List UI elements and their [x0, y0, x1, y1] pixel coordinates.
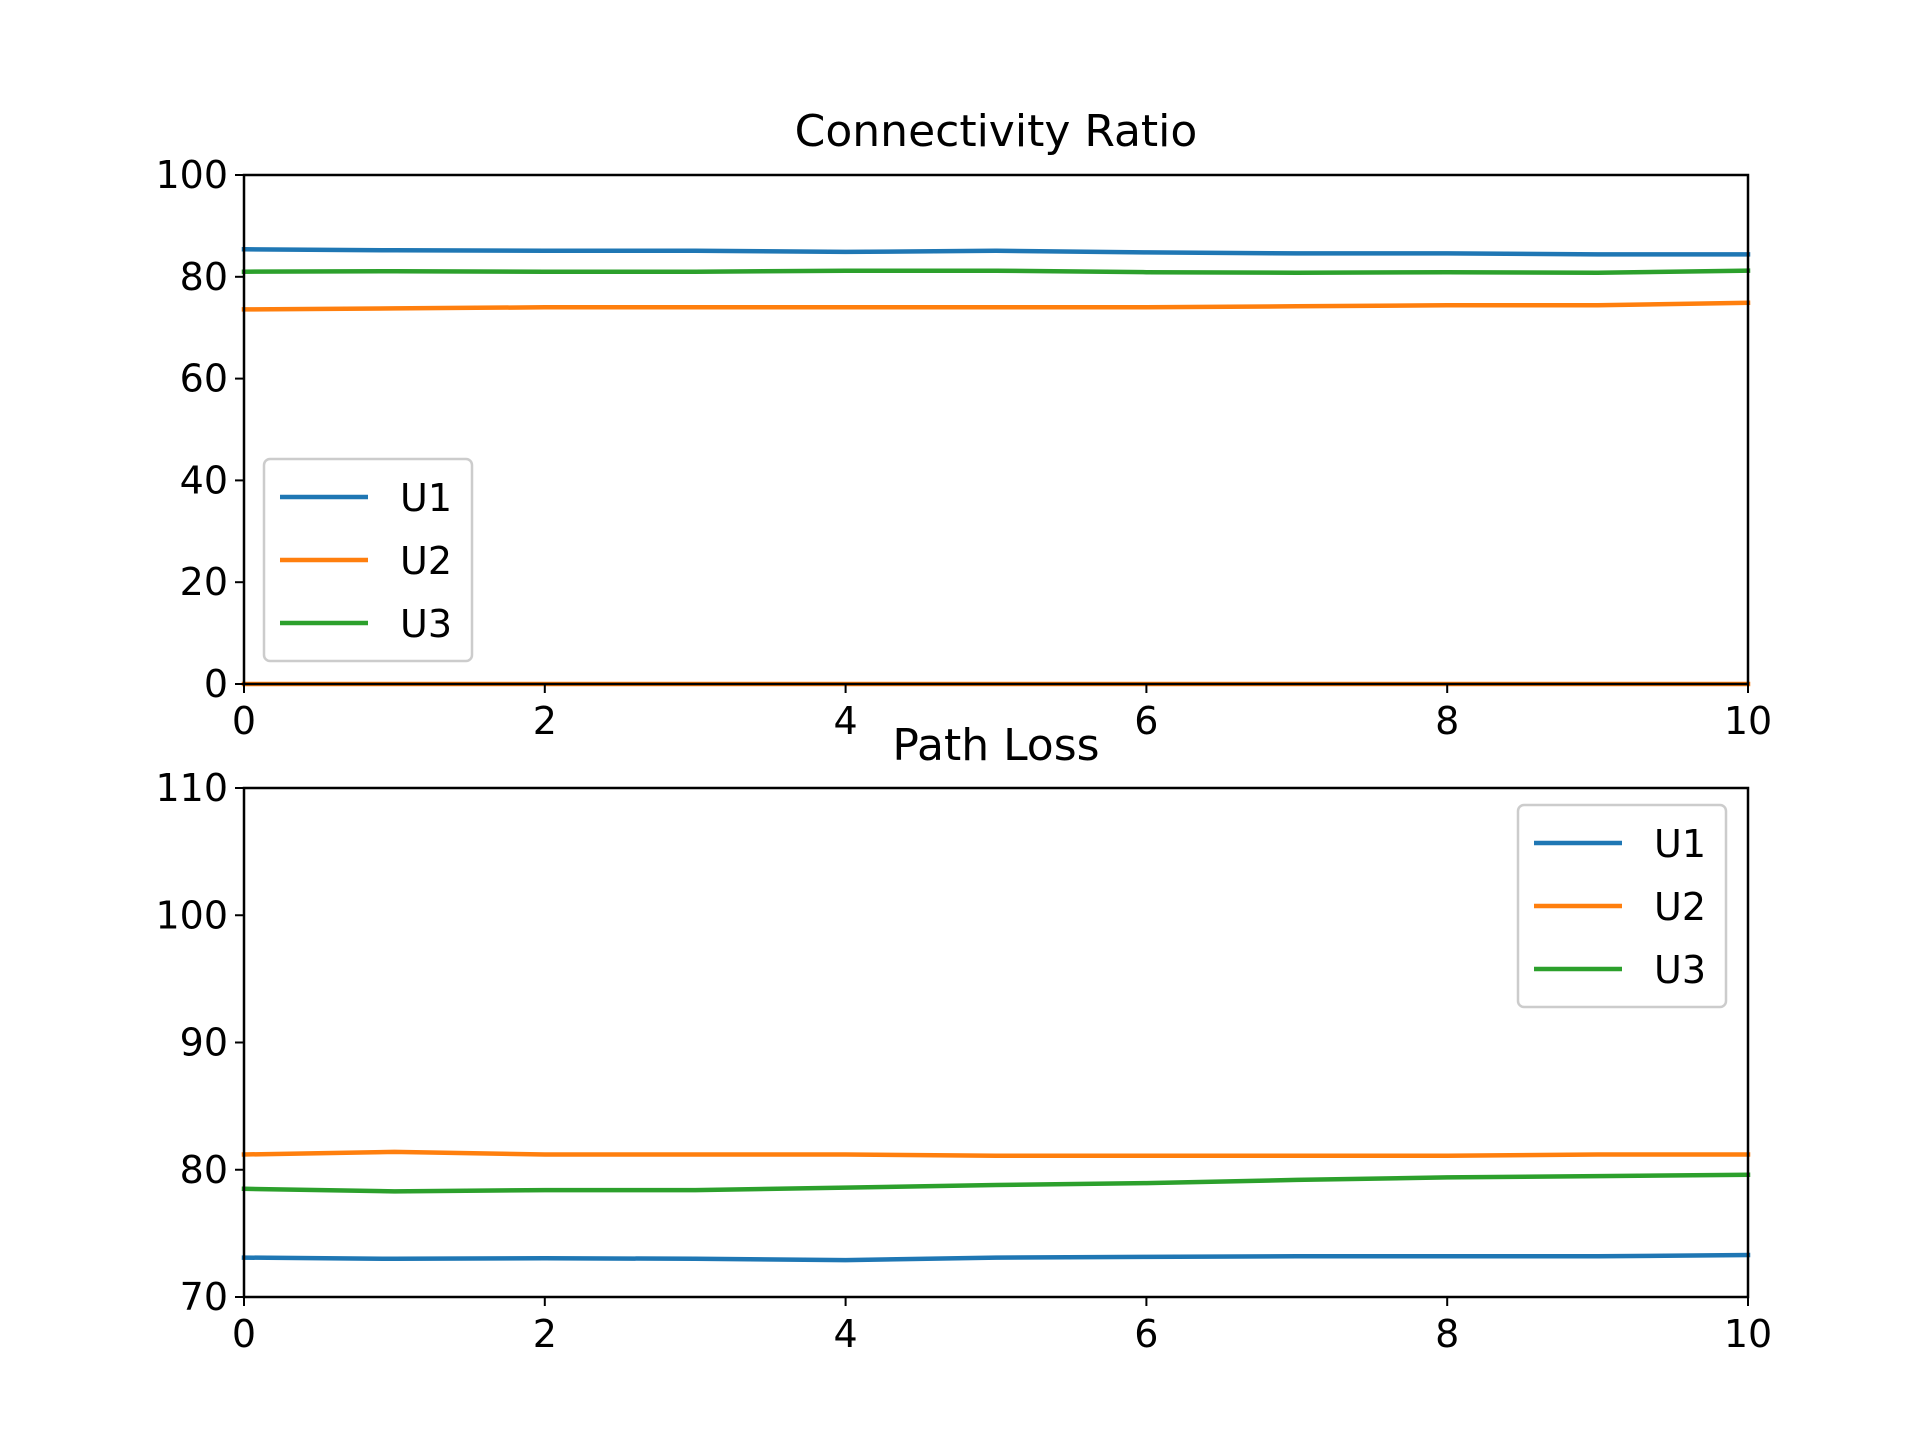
x-tick-label: 6	[1134, 1312, 1158, 1356]
x-tick-label: 8	[1435, 699, 1459, 743]
x-axis-ticks: 0 2 4 6 8 10	[232, 684, 1772, 743]
x-tick-label: 10	[1724, 699, 1772, 743]
x-tick-label: 10	[1724, 1312, 1772, 1356]
x-tick-label: 2	[533, 699, 557, 743]
x-tick-label: 0	[232, 1312, 256, 1356]
path-loss-chart: Path Loss 0 2 4 6 8 10 70 80 90 100 110 U1 U2 U3	[155, 720, 1772, 1356]
x-tick-label: 2	[533, 1312, 557, 1356]
connectivity-ratio-chart: Connectivity Ratio 0 2 4 6 8 10 020406080100 …	[155, 106, 1772, 743]
legend-label: U1	[400, 476, 452, 520]
chart-title: Connectivity Ratio	[795, 106, 1198, 157]
x-axis-ticks: 0 2 4 6 8 10	[232, 1297, 1772, 1356]
legend-label: U1	[1654, 822, 1706, 866]
chart-title: Path Loss	[892, 720, 1099, 771]
x-tick-label: 4	[834, 699, 858, 743]
axes-frame	[242, 173, 1750, 686]
x-tick-label: 4	[834, 1312, 858, 1356]
y-tick-label: 90	[180, 1021, 228, 1065]
y-tick-label: 40	[180, 458, 228, 502]
legend-label: U2	[1654, 885, 1706, 929]
legend: U1 U2 U3	[262, 457, 474, 663]
y-tick-label: 60	[180, 357, 228, 401]
y-tick-label: 100	[155, 153, 228, 197]
series-lines	[241, 1149, 1751, 1263]
y-tick-label: 80	[180, 1148, 228, 1192]
series-line-u1	[241, 247, 1751, 257]
series-line-u3	[241, 1172, 1751, 1194]
y-tick-label: 100	[155, 893, 228, 937]
axes-frame	[242, 786, 1750, 1299]
legend: U1 U2 U3	[1516, 803, 1728, 1009]
series-line-u2	[241, 1149, 1751, 1159]
x-tick-label: 0	[232, 699, 256, 743]
y-tick-label: 0	[204, 662, 228, 706]
y-tick-label: 20	[180, 560, 228, 604]
y-tick-label: 110	[155, 766, 228, 810]
series-line-u1	[241, 1252, 1751, 1263]
legend-label: U2	[400, 539, 452, 583]
x-tick-label: 8	[1435, 1312, 1459, 1356]
series-line-u2	[241, 300, 1751, 312]
legend-label: U3	[1654, 948, 1706, 992]
y-tick-label: 80	[180, 255, 228, 299]
series-line-u3	[241, 268, 1751, 275]
x-tick-label: 6	[1134, 699, 1158, 743]
y-tick-label: 70	[180, 1275, 228, 1319]
legend-label: U3	[400, 602, 452, 646]
y-axis-ticks: 0 20 40 60 80 100	[155, 153, 244, 706]
y-axis-ticks: 70 80 90 100 110	[155, 766, 244, 1319]
